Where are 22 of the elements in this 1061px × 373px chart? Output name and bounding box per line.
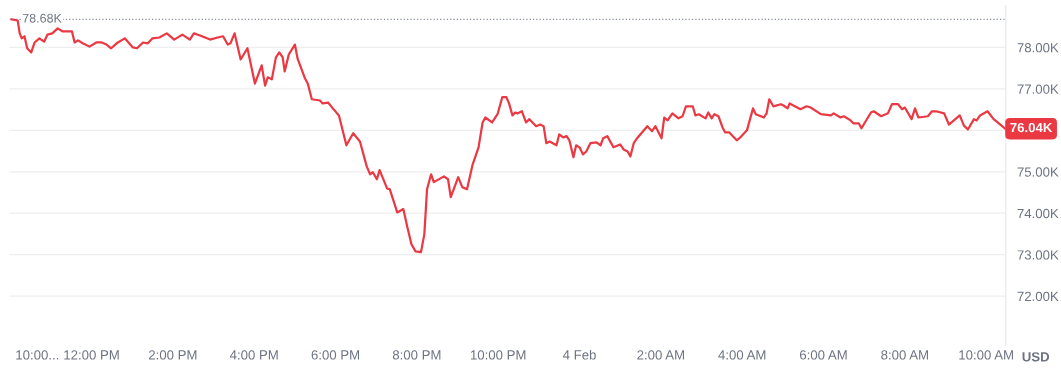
- x-tick-label: 2:00 PM: [148, 350, 197, 360]
- x-tick-label: 4:00 PM: [229, 350, 278, 360]
- x-tick-label: 6:00 PM: [311, 350, 360, 360]
- y-tick-label: 73.00K: [1017, 250, 1059, 260]
- x-tick-label: 6:00 AM: [799, 350, 847, 360]
- annotation: 76.04K: [1010, 122, 1053, 133]
- ref-line-label: 78.68K: [22, 13, 62, 23]
- x-tick-label: 4 Feb: [562, 349, 596, 360]
- x-tick-label: 10:00...: [16, 350, 59, 360]
- x-tick-label: 12:00 PM: [64, 350, 119, 360]
- y-tick-label: 75.00K: [1017, 167, 1059, 177]
- x-tick-label: 10:00 PM: [470, 350, 526, 360]
- y-tick-label: 74.00K: [1017, 208, 1059, 219]
- x-tick-label: 8:00 PM: [392, 350, 441, 360]
- x-tick-label: 10:00 AM: [959, 350, 1013, 360]
- y-tick-label: 72.00K: [1017, 291, 1059, 302]
- x-tick-label: 4:00 AM: [718, 350, 766, 360]
- y-tick-label: 78.00K: [1017, 43, 1059, 53]
- y-axis-title: USD: [1022, 352, 1050, 362]
- y-tick-label: 77.00K: [1017, 84, 1059, 94]
- x-tick-label: 2:00 AM: [637, 350, 684, 360]
- x-tick-label: 8:00 AM: [881, 350, 928, 360]
